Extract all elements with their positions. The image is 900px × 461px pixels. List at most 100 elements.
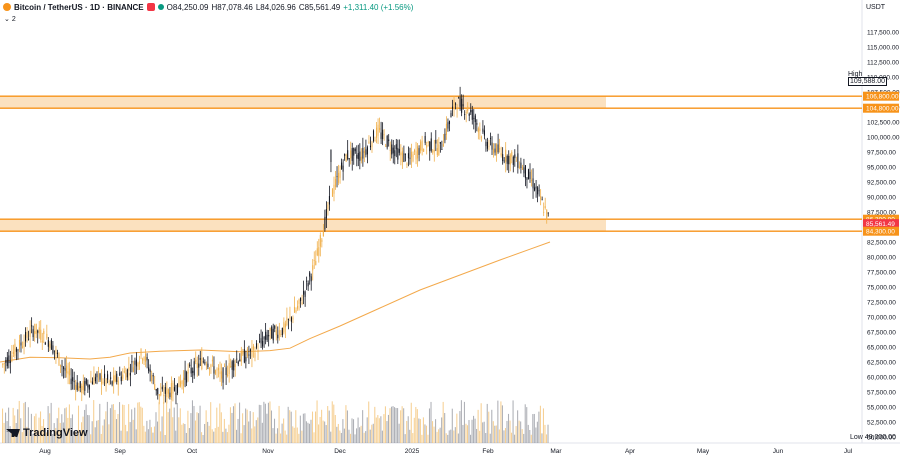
volume-bar bbox=[465, 423, 467, 443]
y-tick-label: 82,500.00 bbox=[867, 240, 896, 247]
candle-body bbox=[104, 373, 106, 379]
volume-bar bbox=[390, 406, 393, 443]
logo-text: TradingView bbox=[23, 427, 88, 439]
candle-body bbox=[116, 373, 118, 382]
candle-body bbox=[240, 350, 242, 362]
volume-bar bbox=[260, 405, 262, 443]
volume-bar bbox=[406, 420, 408, 443]
candle-body bbox=[25, 331, 27, 342]
candle-body bbox=[523, 167, 525, 174]
candle-body bbox=[404, 153, 406, 155]
high-marker: High 109,588.00 bbox=[848, 71, 900, 86]
candle-body bbox=[350, 150, 352, 159]
candle-body bbox=[451, 106, 454, 109]
volume-bar bbox=[290, 411, 292, 443]
candle-body bbox=[315, 261, 317, 266]
volume-bar bbox=[322, 420, 324, 443]
candle-body bbox=[184, 370, 186, 380]
candle-body bbox=[173, 387, 175, 391]
volume-bar bbox=[409, 429, 411, 443]
volume-bar bbox=[384, 406, 386, 443]
volume-bar bbox=[301, 430, 303, 443]
volume-bar bbox=[146, 420, 148, 443]
candle-body bbox=[56, 352, 58, 354]
candle-body bbox=[520, 162, 522, 169]
candle-body bbox=[154, 384, 156, 390]
volume-bar bbox=[93, 400, 95, 443]
volume-bar bbox=[541, 433, 543, 443]
volume-bar bbox=[269, 401, 271, 443]
volume-bar bbox=[369, 429, 371, 443]
y-tick-label: 87,500.00 bbox=[867, 210, 896, 217]
candle-body bbox=[479, 128, 481, 132]
volume-bar bbox=[307, 422, 309, 443]
candle-body bbox=[132, 367, 134, 372]
candle-body bbox=[394, 150, 396, 156]
flag-icon[interactable] bbox=[146, 3, 155, 11]
candle-body bbox=[107, 374, 109, 380]
candle-body bbox=[9, 361, 11, 363]
candle-body bbox=[442, 143, 444, 147]
candle-body bbox=[76, 382, 78, 390]
candle-body bbox=[176, 383, 179, 394]
volume-bar bbox=[179, 408, 181, 443]
volume-bar bbox=[97, 420, 99, 443]
volume-bar bbox=[468, 420, 470, 443]
candle-body bbox=[195, 359, 197, 362]
candle-body bbox=[161, 386, 163, 390]
volume-bar bbox=[156, 421, 159, 443]
volume-bar bbox=[313, 432, 315, 443]
volume-bar bbox=[235, 429, 238, 443]
currency-label[interactable]: USDT bbox=[866, 4, 886, 11]
candle-body bbox=[281, 327, 283, 336]
candle-body bbox=[135, 359, 138, 367]
volume-bar bbox=[494, 425, 496, 443]
candle-body bbox=[448, 121, 451, 125]
candle-body bbox=[213, 366, 215, 374]
candle-body bbox=[467, 106, 469, 112]
volume-bar bbox=[193, 405, 195, 443]
volume-bar bbox=[246, 409, 248, 443]
price-label: 85,561.49 bbox=[866, 221, 895, 228]
volume-bar bbox=[395, 407, 397, 443]
x-tick-label: 2025 bbox=[405, 448, 420, 455]
volume-bar bbox=[64, 408, 66, 443]
volume-bar bbox=[17, 409, 19, 443]
candle-body bbox=[214, 370, 217, 374]
candle-body bbox=[368, 141, 370, 144]
candle-body bbox=[312, 265, 314, 271]
tradingview-logo[interactable]: TradingView bbox=[6, 427, 88, 439]
candle-body bbox=[540, 196, 542, 200]
candle-body bbox=[286, 317, 288, 325]
volume-bar bbox=[76, 432, 78, 443]
candle-body bbox=[517, 153, 519, 168]
candle-body bbox=[72, 377, 74, 382]
candle-body bbox=[221, 371, 223, 379]
candle-body bbox=[455, 103, 457, 105]
candle-body bbox=[140, 349, 142, 356]
volume-bar bbox=[479, 430, 481, 443]
candle-body bbox=[386, 136, 388, 148]
volume-bar bbox=[190, 413, 192, 443]
price-label-bg bbox=[863, 219, 899, 229]
candle-body bbox=[243, 349, 245, 363]
volume-bar bbox=[340, 432, 342, 443]
candle-body bbox=[289, 316, 291, 318]
candle-body bbox=[333, 184, 335, 194]
indicators-toggle[interactable]: ⌄ 2 bbox=[4, 16, 16, 23]
volume-bar bbox=[173, 407, 175, 443]
volume-bar bbox=[275, 433, 277, 443]
candle-body bbox=[494, 148, 496, 153]
volume-bar bbox=[194, 420, 197, 443]
candle-body bbox=[50, 339, 52, 350]
candle-body bbox=[227, 374, 229, 377]
support-resistance-zone bbox=[0, 96, 606, 109]
candle-body bbox=[224, 366, 226, 368]
symbol-title[interactable]: Bitcoin / TetherUS · 1D · BINANCE bbox=[14, 2, 144, 12]
x-tick-label: Feb bbox=[482, 448, 494, 455]
candle-body bbox=[175, 392, 177, 395]
volume-bar bbox=[357, 417, 359, 443]
volume-bar bbox=[509, 420, 511, 443]
